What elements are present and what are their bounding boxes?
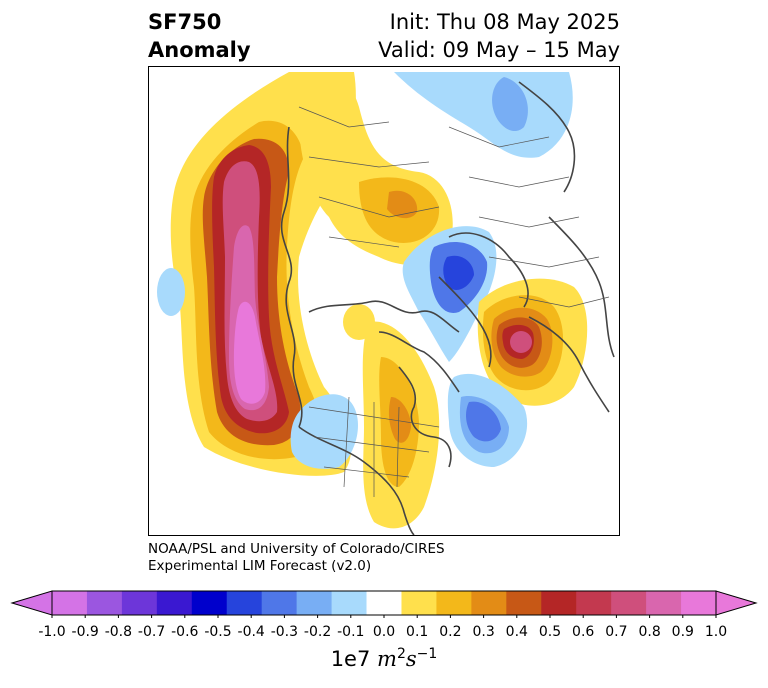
colorbar-tick-label: 0.5 — [538, 624, 562, 640]
colorbar-tick-label: -0.9 — [71, 624, 99, 640]
colorbar-min-arrow — [10, 590, 53, 616]
forecast-dates: Init: Thu 08 May 2025 Valid: 09 May – 15… — [378, 8, 620, 64]
north-negative-2 — [492, 77, 528, 132]
colorbar-swatch — [401, 591, 437, 615]
atlantic-negative-3 — [466, 401, 501, 442]
colorbar — [0, 588, 768, 619]
colorbar-ticks: -1.0 -0.9 -0.8 -0.7 -0.6 -0.5 -0.4 -0.3 -0.2 -0.1… — [0, 624, 768, 644]
colorbar-swatch — [506, 591, 542, 615]
colorbar-tick-label: -0.1 — [337, 624, 365, 640]
unit-s: s — [405, 647, 417, 671]
north-negative-outer — [394, 72, 573, 158]
westus-negative-outer — [290, 394, 359, 469]
variable-name: SF750 — [148, 10, 222, 34]
colorbar-tick-label: -0.6 — [171, 624, 199, 640]
colorbar-tick-label: -0.5 — [204, 624, 232, 640]
colorbar-max-arrow — [715, 590, 758, 616]
colorbar-swatch — [681, 591, 717, 615]
colorbar-tick-label: 1.0 — [704, 624, 728, 640]
colorbar-tick-label: -0.8 — [104, 624, 133, 640]
unit-m: m — [377, 647, 397, 671]
colorbar-swatch — [296, 591, 333, 615]
colorbar-unit-label: 1e7 m2s−1 — [0, 646, 768, 671]
unit-exp-m: 2 — [396, 646, 406, 662]
colorbar-swatch — [86, 591, 123, 615]
colorbar-tick-label: -0.3 — [270, 624, 299, 640]
valid-range: Valid: 09 May – 15 May — [378, 38, 620, 62]
variable-subtitle: Anomaly — [148, 38, 251, 62]
credit-line-2: Experimental LIM Forecast (v2.0) — [148, 558, 372, 574]
colorbar-swatch — [226, 591, 263, 615]
colorbar-swatch — [576, 591, 612, 615]
colorbar-tick-label: -0.2 — [303, 624, 332, 640]
credit-line-1: NOAA/PSL and University of Colorado/CIRE… — [148, 541, 445, 557]
colorbar-canvas — [10, 590, 758, 619]
siberia-positive-3 — [387, 190, 418, 219]
colorbar-swatch — [436, 591, 472, 615]
colorbar-swatch — [52, 591, 88, 615]
colorbar-tick-label: 0.1 — [406, 624, 429, 640]
atlantic-positive-6 — [510, 331, 532, 353]
colorbar-swatch — [471, 591, 507, 615]
colorbar-tick-label: 0.9 — [671, 624, 694, 640]
siberia-positive-outer — [298, 76, 453, 266]
colorbar-tick-label: -0.7 — [137, 624, 166, 640]
colorbar-tick-label: 0.3 — [472, 624, 495, 640]
west-negative-small — [157, 268, 185, 316]
colorbar-swatch — [191, 591, 228, 615]
pacific-positive-7 — [233, 301, 266, 404]
namerica-positive-3 — [388, 397, 411, 443]
colorbar-tick-label: 0.6 — [572, 624, 595, 640]
init-date: Init: Thu 08 May 2025 — [389, 10, 620, 34]
colorbar-tick-label: 0.8 — [638, 624, 661, 640]
colorbar-tick-label: 0.0 — [372, 624, 396, 640]
colorbar-tick-label: -1.0 — [38, 624, 66, 640]
colorbar-swatch — [121, 591, 158, 615]
colorbar-tick-label: 0.2 — [439, 624, 462, 640]
colorbar-swatch — [366, 591, 402, 615]
unit-exp-s: −1 — [416, 646, 438, 662]
unit-prefix: 1e7 — [330, 647, 371, 671]
colorbar-swatch — [541, 591, 577, 615]
colorbar-swatch — [156, 591, 193, 615]
credit-text: NOAA/PSL and University of Colorado/CIRE… — [148, 541, 445, 575]
europe-negative-3 — [443, 255, 474, 290]
borders — [298, 106, 610, 497]
colorbar-tick-label: -0.4 — [237, 624, 265, 640]
colorbar-tick-label: 0.7 — [605, 624, 628, 640]
map-title: SF750 Anomaly — [148, 8, 251, 64]
map-canvas — [157, 72, 615, 535]
anomaly-map — [148, 66, 620, 536]
colorbar-swatch — [646, 591, 682, 615]
colorbar-swatch — [331, 591, 368, 615]
coastlines — [280, 81, 615, 535]
colorbar-swatch — [611, 591, 647, 615]
colorbar-swatch — [261, 591, 298, 615]
colorbar-tick-label: 0.4 — [505, 624, 528, 640]
